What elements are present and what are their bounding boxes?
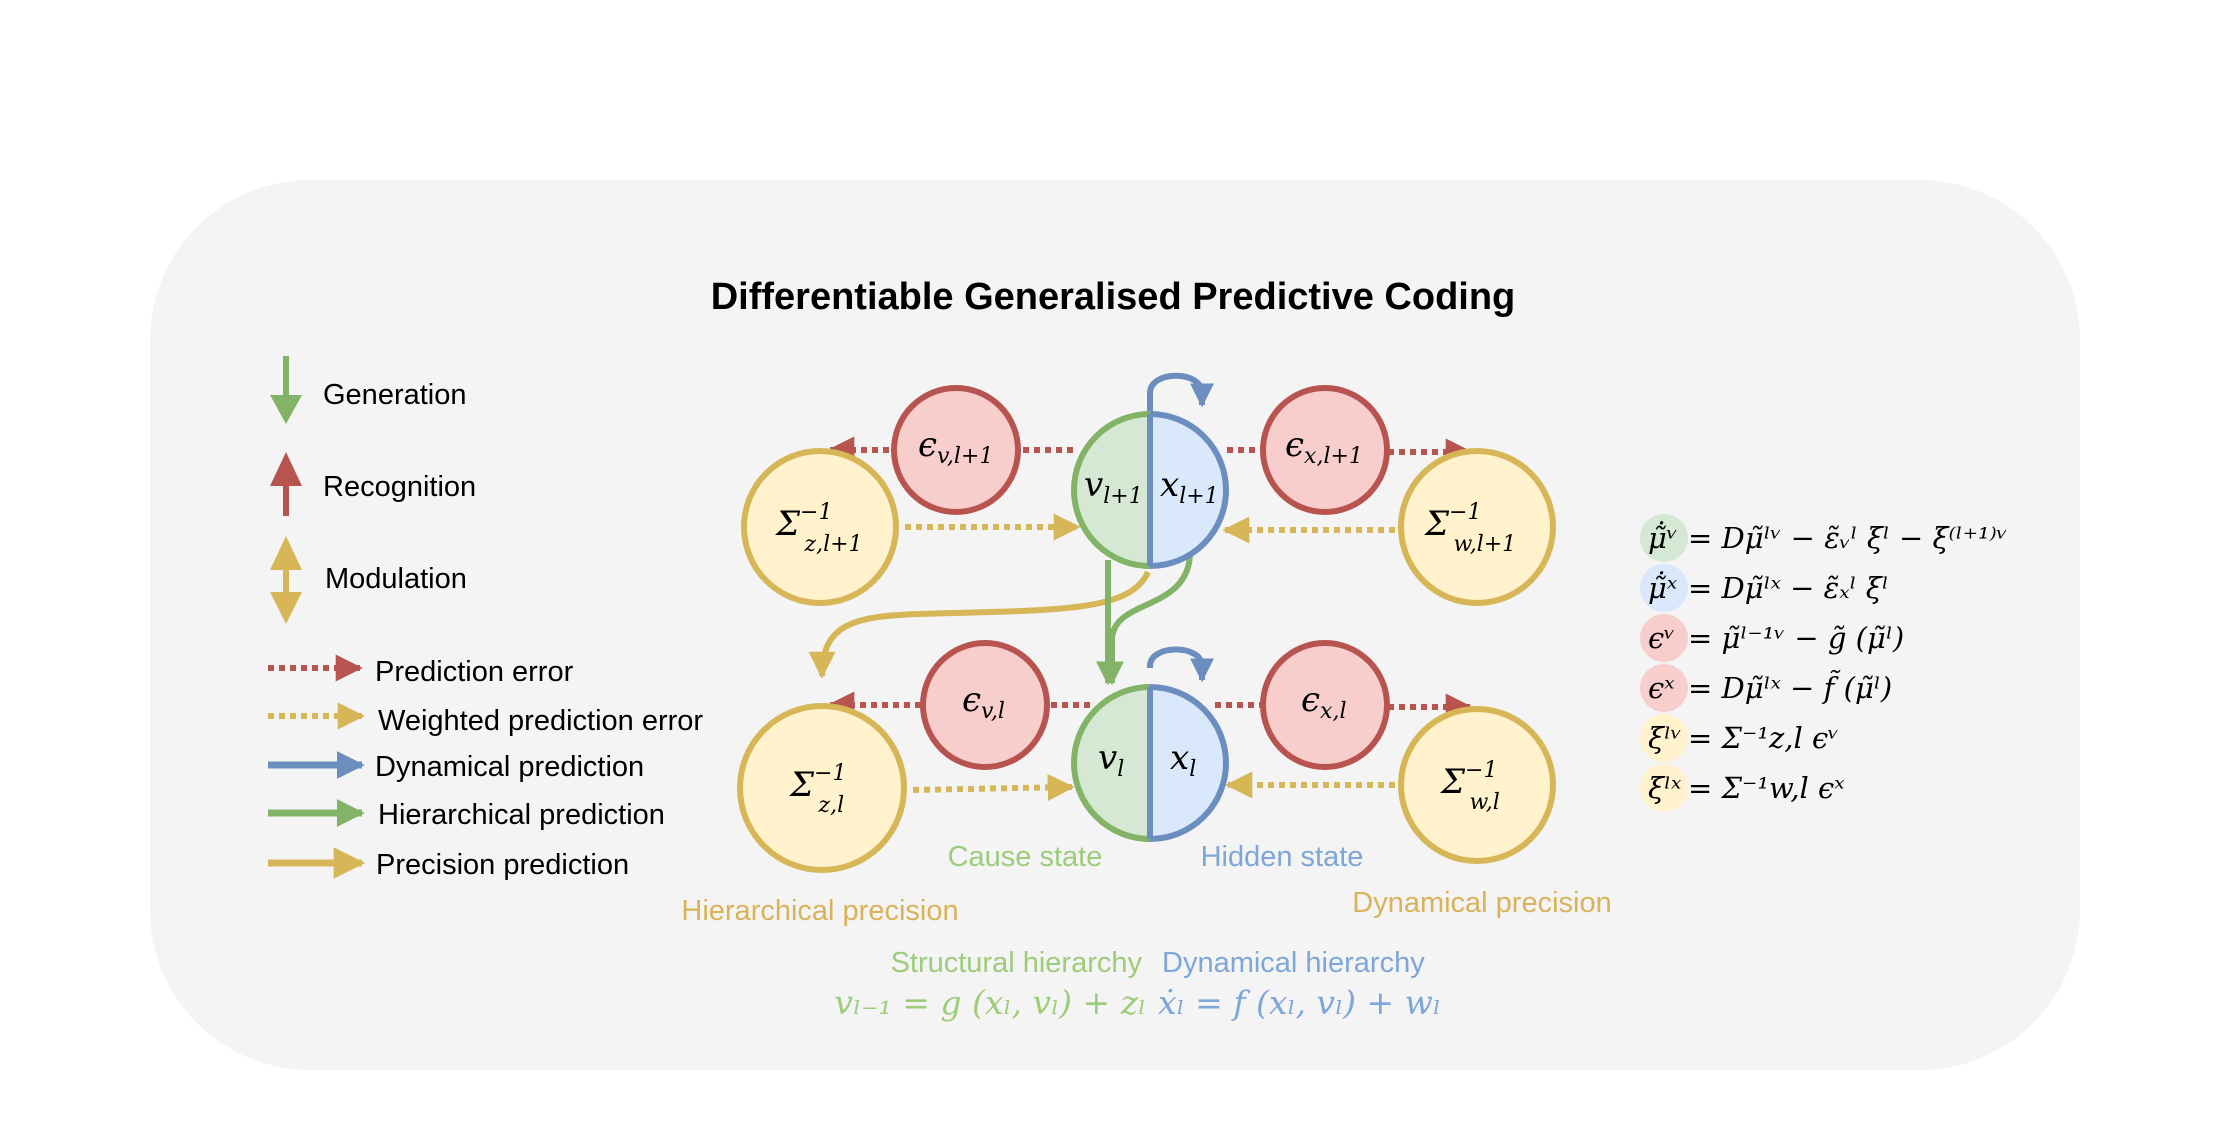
hidden-state-upper-label: xl+1 (1160, 465, 1219, 509)
error-node-v-lower-label: ϵv,l (962, 680, 1005, 724)
error-node-v-upper-label: ϵv,l+1 (918, 425, 993, 469)
dynamical-hierarchy-caption: Dynamical hierarchy (1162, 947, 1425, 979)
generation-arrow-icon (270, 356, 302, 424)
modulation-arrow-icon (270, 536, 302, 624)
equation-lhs: ξˡˣ (1648, 771, 1682, 805)
dynamical-loop-upper (1147, 372, 1214, 416)
hierarchical-precision-caption: Hierarchical precision (681, 895, 958, 927)
precision-node-z-lower (737, 703, 907, 873)
equation-badge (1640, 514, 1688, 562)
equation-rhs: = Dμ̃ˡᵛ − ε̃ᵥˡ ξˡ − ξ⁽ˡ⁺¹⁾ᵛ (1688, 521, 2008, 555)
hidden-state-lower-label: xl (1170, 738, 1196, 782)
error-node-v-lower (920, 640, 1050, 770)
equation-badge (1640, 664, 1688, 712)
diagram-title: Differentiable Generalised Predictive Co… (711, 276, 1516, 318)
legend-weighted-error-label: Weighted prediction error (378, 705, 703, 737)
hierarchical-arrow-x (1100, 551, 1193, 686)
cause-state-upper-label: vl+1 (1084, 465, 1143, 509)
structural-hierarchy-caption: Structural hierarchy (891, 947, 1143, 979)
equation-lhs: ϵᵛ (1648, 621, 1675, 655)
dynamical-loop-lower (1147, 646, 1214, 683)
equation-lhs: ξˡᵛ (1648, 721, 1682, 755)
cause-state-caption: Cause state (948, 841, 1103, 873)
structural-equation: vₗ₋₁ = g (xₗ, vₗ) + zₗ (834, 983, 1146, 1022)
legend-precision-prediction-label: Precision prediction (376, 849, 629, 881)
equation-rhs: = Σ⁻¹z,l ϵᵛ (1688, 721, 1839, 755)
legend-prediction-error-label: Prediction error (375, 656, 574, 688)
equation-badge (1640, 764, 1688, 812)
legend-recognition-label: Recognition (323, 471, 476, 503)
legend: Generation Recognition Modulation Predic… (268, 356, 703, 881)
error-node-x-upper (1260, 385, 1390, 515)
precision-node-z-upper (741, 448, 899, 606)
error-node-v-upper (891, 385, 1021, 515)
dynamical-equation: ẋₗ = f (xₗ, vₗ) + wₗ (1158, 983, 1441, 1022)
equation-lhs: ϵˣ (1648, 671, 1675, 705)
precision-node-w-lower (1398, 706, 1556, 864)
dynamical-precision-caption: Dynamical precision (1352, 887, 1612, 919)
error-node-x-lower-label: ϵx,l (1301, 680, 1346, 724)
equation-rhs: = Σ⁻¹w,l ϵˣ (1688, 771, 1845, 805)
error-node-x-lower (1260, 640, 1390, 770)
equation-rhs: = Dμ̃ˡˣ − f̃ (μ̃ˡ) (1688, 670, 1892, 705)
equation-badge (1640, 714, 1688, 762)
equation-rhs: = μ̃ˡ⁻¹ᵛ − g̃ (μ̃ˡ) (1688, 621, 1904, 655)
precision-node-w-upper-label: Σ−1 w,l+1 (1423, 500, 1516, 557)
error-node-x-upper-label: ϵx,l+1 (1285, 425, 1363, 469)
upper-state-node (1071, 411, 1229, 569)
equation-rhs: = Dμ̃ˡˣ − ε̃ₓˡ ξˡ (1688, 571, 1889, 605)
legend-dynamical-prediction-label: Dynamical prediction (375, 751, 644, 783)
equation-badge (1640, 614, 1688, 662)
legend-modulation-label: Modulation (325, 563, 467, 595)
precision-node-w-lower-label: Σ−1 w,l (1439, 758, 1500, 815)
recognition-arrow-icon (270, 452, 302, 516)
hidden-state-caption: Hidden state (1201, 841, 1364, 873)
precision-prediction-arrow (808, 570, 1151, 679)
cause-state-lower-label: vl (1098, 738, 1124, 782)
connectors (808, 372, 1473, 801)
equation-lhs: μ̃̇ˣ (1648, 570, 1678, 605)
weighted-arrow-lower-left (912, 773, 1075, 801)
update-equations: μ̃̇ᵛ = Dμ̃ˡᵛ − ε̃ᵥˡ ξˡ − ξ⁽ˡ⁺¹⁾ᵛ μ̃̇ˣ = Dμ̃… (1640, 514, 2008, 812)
precision-node-z-lower-label: Σ−1 z,l (788, 761, 846, 818)
legend-generation-label: Generation (323, 379, 467, 411)
legend-hierarchical-prediction-label: Hierarchical prediction (378, 799, 665, 831)
equation-badge (1640, 564, 1688, 612)
lower-state-node (1071, 684, 1229, 842)
precision-node-w-upper (1398, 448, 1556, 606)
precision-node-z-upper-label: Σ−1 z,l+1 (774, 500, 863, 557)
equation-lhs: μ̃̇ᵛ (1648, 520, 1678, 555)
